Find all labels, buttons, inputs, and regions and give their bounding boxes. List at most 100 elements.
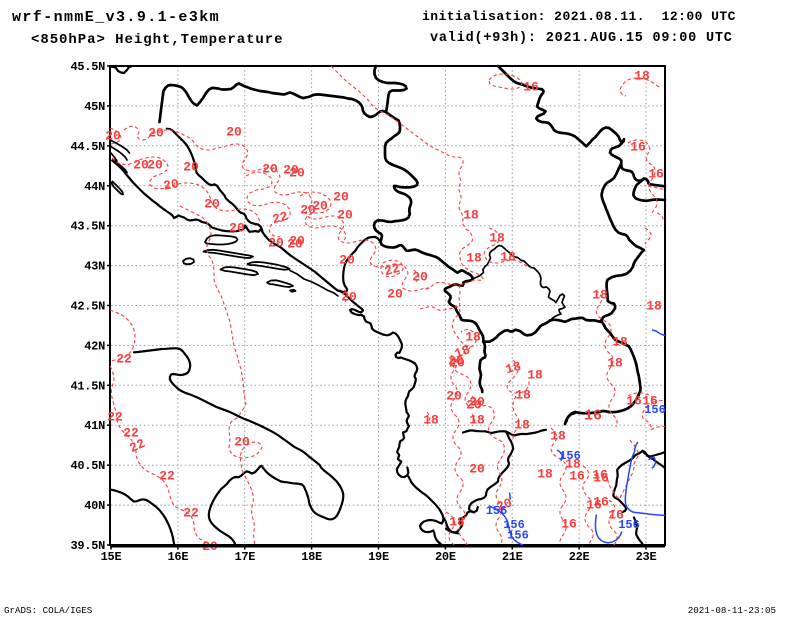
- svg-text:18: 18: [550, 429, 566, 444]
- svg-text:20: 20: [133, 158, 149, 173]
- svg-text:18: 18: [514, 418, 530, 433]
- svg-text:18: 18: [592, 288, 608, 303]
- svg-text:22: 22: [159, 469, 175, 484]
- svg-text:22: 22: [383, 261, 402, 280]
- svg-text:20: 20: [469, 395, 485, 410]
- svg-text:18: 18: [489, 231, 505, 246]
- svg-text:23E: 23E: [636, 550, 657, 564]
- svg-text:16: 16: [569, 469, 585, 484]
- svg-text:20: 20: [287, 237, 303, 252]
- svg-text:16: 16: [648, 167, 664, 182]
- svg-text:22: 22: [123, 426, 139, 441]
- svg-text:156: 156: [507, 529, 529, 543]
- svg-text:20: 20: [312, 199, 328, 214]
- svg-text:<850hPa> Height,Temperature: <850hPa> Height,Temperature: [31, 32, 284, 48]
- svg-text:20: 20: [289, 234, 305, 249]
- svg-text:20: 20: [162, 176, 180, 194]
- svg-text:18: 18: [612, 335, 628, 350]
- svg-text:41N: 41N: [84, 419, 105, 433]
- svg-text:20: 20: [204, 197, 220, 212]
- svg-text:156: 156: [618, 518, 640, 532]
- svg-text:18: 18: [452, 342, 472, 361]
- svg-text:18: 18: [469, 413, 485, 428]
- svg-text:18: 18: [537, 467, 553, 482]
- svg-text:20: 20: [147, 158, 163, 173]
- svg-text:20: 20: [262, 162, 278, 177]
- svg-text:16: 16: [561, 517, 577, 532]
- svg-text:16: 16: [592, 468, 608, 483]
- svg-text:20: 20: [234, 435, 250, 450]
- svg-text:20: 20: [448, 354, 464, 369]
- svg-text:20: 20: [469, 462, 485, 477]
- svg-text:16E: 16E: [168, 550, 189, 564]
- svg-text:18: 18: [504, 359, 523, 378]
- svg-text:20: 20: [412, 270, 428, 285]
- svg-text:18: 18: [500, 250, 516, 265]
- svg-text:156: 156: [559, 449, 581, 463]
- svg-text:initialisation: 2021.08.11. 1: initialisation: 2021.08.11. 12:00 UTC: [422, 9, 736, 24]
- svg-text:44N: 44N: [84, 180, 105, 194]
- svg-text:22: 22: [183, 506, 199, 521]
- svg-text:20: 20: [466, 398, 482, 413]
- svg-text:16: 16: [630, 140, 646, 155]
- svg-text:22: 22: [107, 410, 123, 425]
- svg-text:16: 16: [586, 498, 602, 513]
- svg-text:20: 20: [339, 253, 355, 268]
- svg-text:44.5N: 44.5N: [70, 140, 105, 154]
- svg-text:20: 20: [449, 356, 465, 371]
- svg-text:40.5N: 40.5N: [70, 459, 105, 473]
- svg-text:20: 20: [105, 129, 121, 144]
- svg-text:16: 16: [642, 394, 658, 409]
- svg-text:20: 20: [226, 125, 242, 140]
- svg-text:16: 16: [584, 408, 602, 425]
- svg-text:156: 156: [503, 518, 525, 532]
- svg-text:18: 18: [634, 69, 650, 84]
- svg-text:20: 20: [283, 163, 299, 178]
- svg-text:15E: 15E: [101, 550, 122, 564]
- svg-text:18: 18: [466, 251, 482, 266]
- svg-text:GrADS: COLA/IGES: GrADS: COLA/IGES: [4, 605, 93, 616]
- svg-text:20E: 20E: [435, 550, 456, 564]
- svg-text:43.5N: 43.5N: [70, 220, 105, 234]
- svg-text:valid(+93h): 2021.AUG.15 09:00: valid(+93h): 2021.AUG.15 09:00 UTC: [430, 31, 733, 46]
- svg-text:16: 16: [626, 394, 642, 409]
- svg-text:wrf-nmmE_v3.9.1-e3km: wrf-nmmE_v3.9.1-e3km: [12, 9, 220, 26]
- svg-text:45.5N: 45.5N: [70, 60, 105, 74]
- svg-text:40N: 40N: [84, 499, 105, 513]
- svg-text:41.5N: 41.5N: [70, 379, 105, 393]
- svg-text:20: 20: [300, 203, 316, 218]
- svg-text:39.5N: 39.5N: [70, 539, 105, 553]
- svg-text:22: 22: [127, 436, 148, 456]
- svg-text:18: 18: [423, 413, 439, 428]
- svg-text:2021-08-11-23:05: 2021-08-11-23:05: [688, 605, 776, 616]
- svg-text:18: 18: [463, 208, 479, 223]
- svg-text:22E: 22E: [569, 550, 590, 564]
- svg-text:21E: 21E: [502, 550, 523, 564]
- svg-text:18: 18: [565, 457, 581, 472]
- svg-text:20: 20: [289, 166, 305, 181]
- svg-text:20: 20: [333, 190, 349, 205]
- svg-text:156: 156: [644, 403, 666, 417]
- svg-text:20: 20: [183, 160, 199, 175]
- svg-text:19E: 19E: [368, 550, 389, 564]
- svg-text:20: 20: [446, 389, 462, 404]
- svg-text:18: 18: [607, 356, 623, 371]
- svg-text:43N: 43N: [84, 260, 105, 274]
- svg-text:18: 18: [465, 330, 481, 345]
- svg-text:42N: 42N: [84, 339, 105, 353]
- svg-text:18E: 18E: [301, 550, 322, 564]
- svg-text:20: 20: [341, 290, 357, 305]
- svg-text:42.5N: 42.5N: [70, 300, 105, 314]
- svg-text:22: 22: [271, 209, 290, 228]
- svg-text:45N: 45N: [84, 100, 105, 114]
- svg-text:16: 16: [523, 80, 539, 95]
- svg-text:22: 22: [116, 352, 132, 367]
- svg-text:20: 20: [494, 495, 514, 514]
- svg-text:156: 156: [486, 504, 508, 518]
- svg-text:20: 20: [148, 126, 164, 141]
- svg-text:18: 18: [449, 515, 465, 530]
- svg-text:18: 18: [646, 299, 662, 314]
- svg-text:16: 16: [608, 508, 624, 523]
- svg-text:20: 20: [337, 208, 353, 223]
- svg-text:20: 20: [229, 221, 245, 236]
